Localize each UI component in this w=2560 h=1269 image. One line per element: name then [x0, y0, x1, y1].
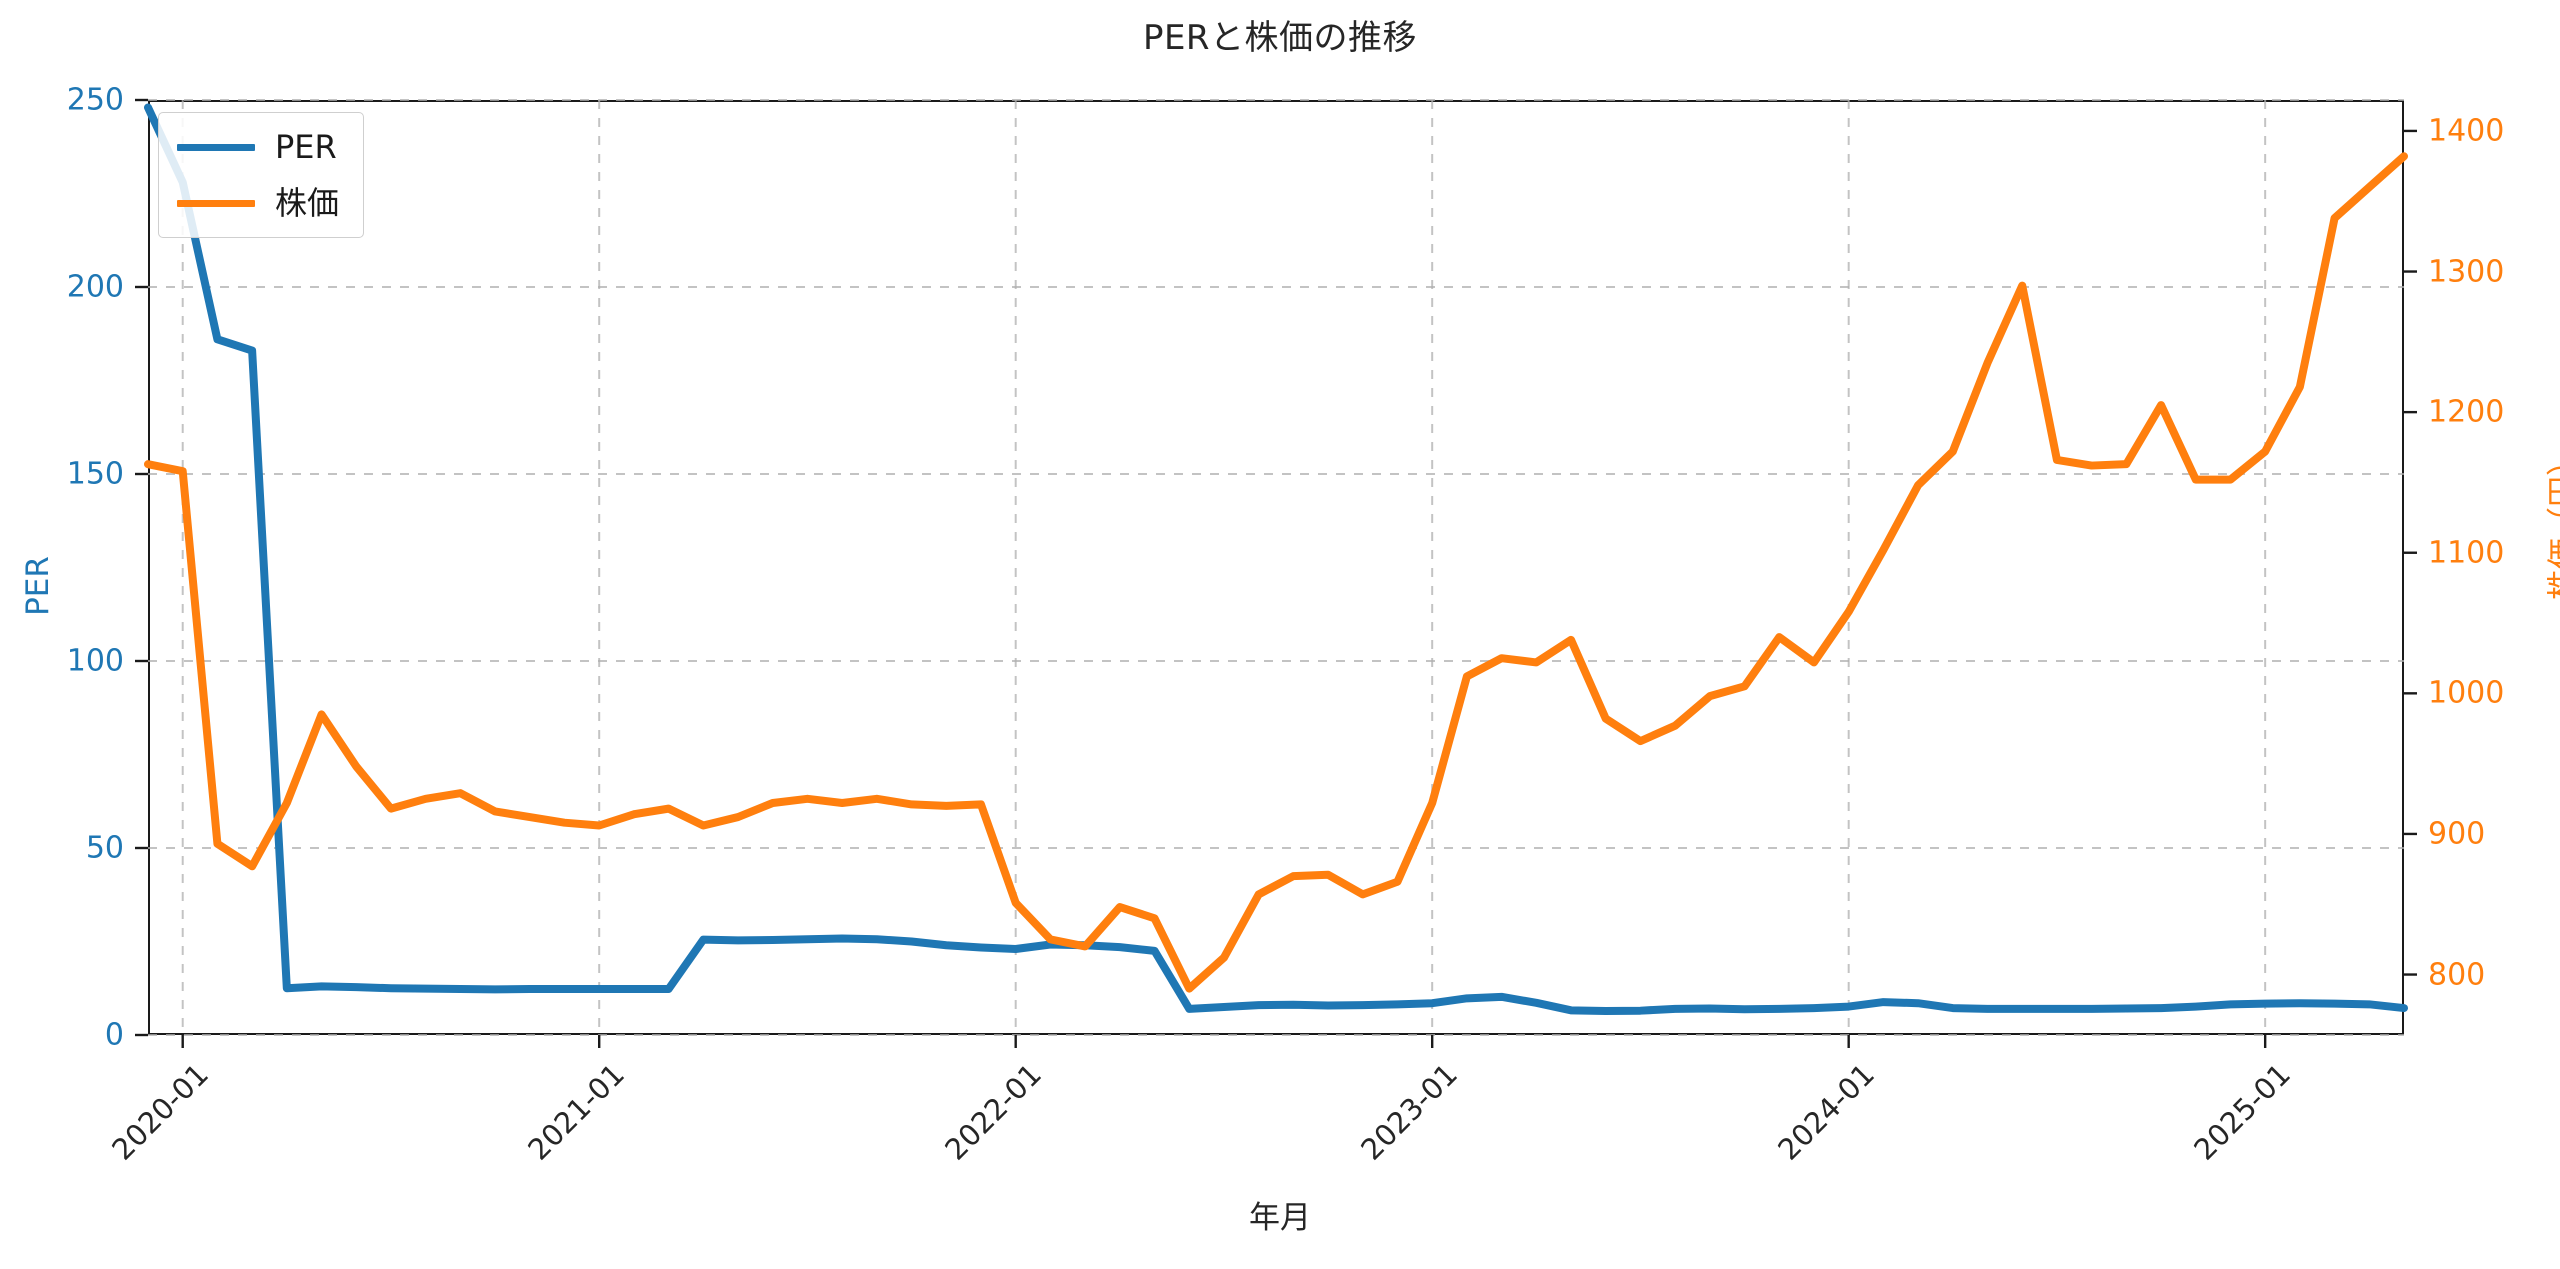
legend-swatch-price — [177, 199, 255, 207]
chart-legend: PER 株価 — [158, 112, 365, 238]
y-axis-left-tick-label: 250 — [66, 82, 124, 118]
y-axis-right-tick-label: 1100 — [2428, 535, 2505, 571]
y-axis-left-tick-label: 150 — [66, 456, 124, 492]
legend-item-per[interactable]: PER — [177, 127, 339, 167]
legend-label-price: 株価 — [275, 184, 340, 222]
y-axis-right-tick-label: 900 — [2428, 816, 2486, 852]
plot-area — [148, 100, 2404, 1035]
y-axis-left-tick-label: 200 — [66, 269, 124, 305]
y-axis-left-tick-label: 100 — [66, 643, 124, 679]
x-axis-title: 年月 — [1249, 1200, 1311, 1236]
legend-label-per: PER — [275, 128, 337, 166]
y-axis-left-tick-label: 50 — [85, 830, 124, 866]
legend-item-price[interactable]: 株価 — [177, 183, 339, 223]
y-axis-left-title: PER — [20, 556, 56, 616]
legend-swatch-per — [177, 143, 255, 151]
chart-title: PERと株価の推移 — [1142, 18, 1418, 58]
y-axis-right-tick-label: 1300 — [2428, 254, 2505, 290]
y-axis-right-tick-label: 1200 — [2428, 394, 2505, 430]
y-axis-right-tick-label: 800 — [2428, 957, 2486, 993]
y-axis-right-tick-label: 1400 — [2428, 113, 2505, 149]
y-axis-right-tick-label: 1000 — [2428, 675, 2505, 711]
y-axis-right-title: 株価（円） — [2545, 445, 2560, 600]
y-axis-left-tick-label: 0 — [104, 1017, 124, 1053]
